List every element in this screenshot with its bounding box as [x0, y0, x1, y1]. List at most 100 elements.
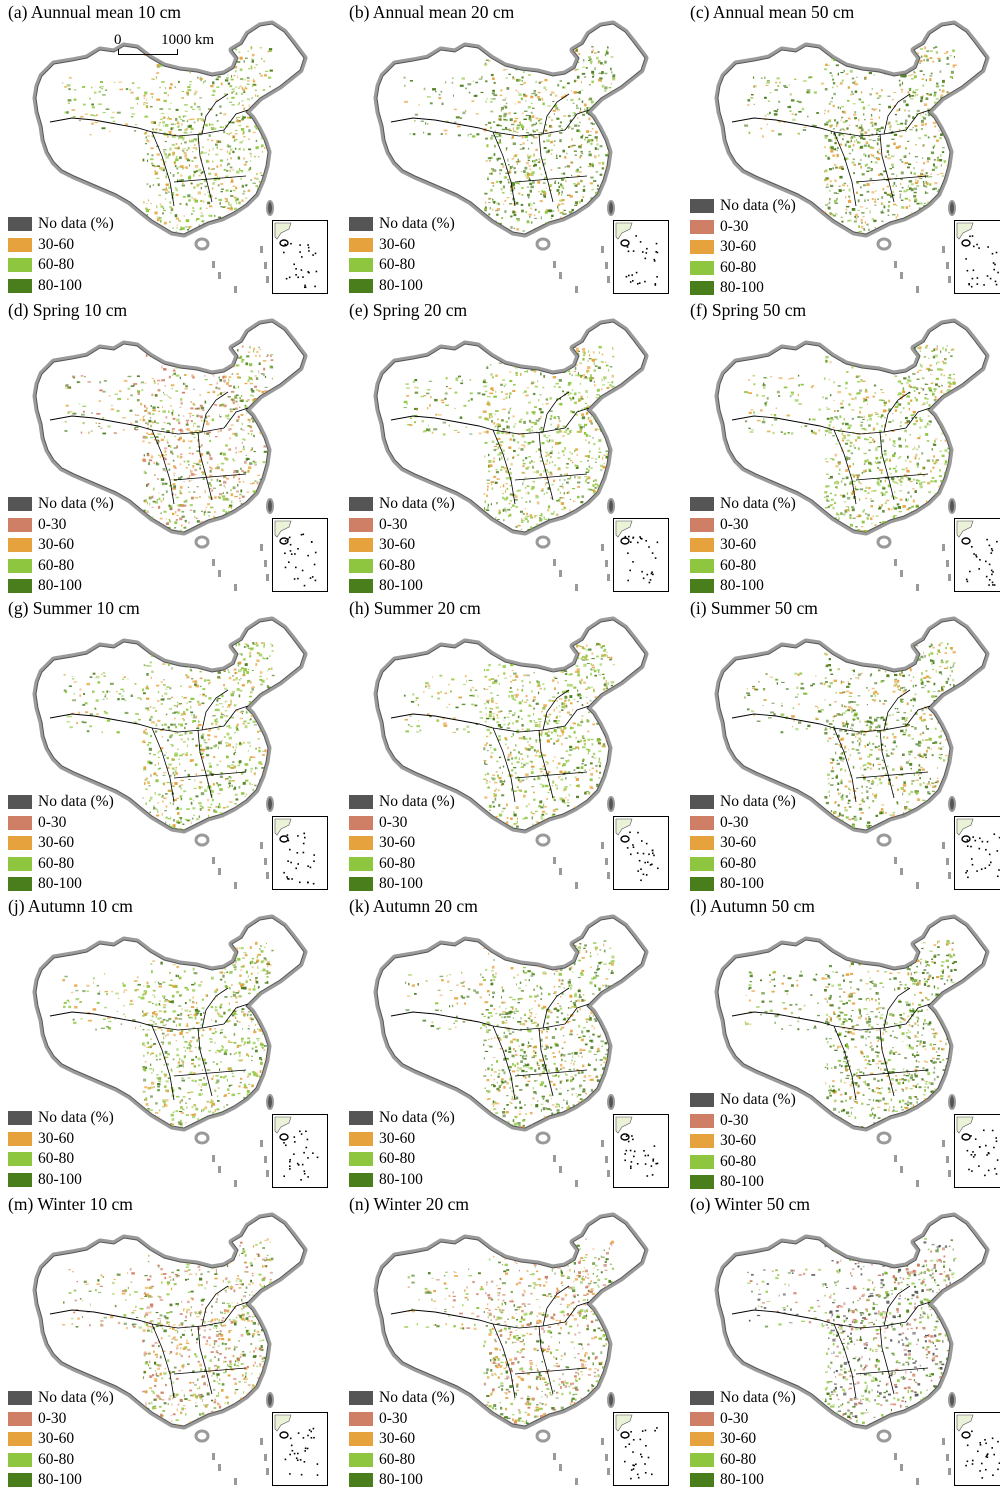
map-raster-cell: [250, 227, 254, 231]
map-raster-cell: [764, 115, 767, 117]
map-raster-cell: [575, 466, 579, 469]
map-raster-cell: [502, 99, 506, 101]
map-raster-cell: [598, 60, 601, 62]
map-raster-cell: [184, 157, 188, 160]
map-raster-cell: [468, 399, 470, 402]
map-raster-cell: [199, 78, 203, 80]
map-raster-cell: [558, 441, 561, 444]
map-raster-cell: [579, 428, 583, 431]
map-raster-cell: [192, 108, 195, 110]
map-raster-cell: [534, 515, 538, 517]
map-raster-cell: [603, 454, 606, 457]
map-raster-cell: [67, 386, 72, 389]
map-raster-cell: [557, 51, 560, 53]
map-raster-cell: [467, 134, 469, 137]
map-raster-cell: [203, 81, 205, 84]
map-raster-cell: [248, 104, 250, 108]
map-raster-cell: [499, 452, 502, 455]
map-raster-cell: [136, 414, 140, 416]
map-raster-cell: [525, 100, 527, 102]
map-raster-cell: [262, 508, 266, 512]
map-raster-cell: [920, 55, 923, 58]
map-raster-cell: [588, 134, 592, 136]
map-raster-cell: [247, 418, 251, 421]
map-raster-cell: [255, 355, 257, 357]
map-raster-cell: [950, 348, 953, 351]
map-raster-cell: [505, 511, 507, 513]
map-raster-cell: [907, 166, 910, 169]
map-raster-cell: [549, 185, 552, 188]
map-raster-cell: [217, 184, 220, 187]
map-raster-cell: [580, 501, 584, 504]
map-raster-cell: [608, 428, 611, 431]
map-raster-cell: [212, 168, 215, 170]
map-raster-cell: [845, 196, 847, 199]
legend-swatch: [349, 558, 373, 573]
map-raster-cell: [520, 97, 523, 101]
map-raster-cell: [941, 531, 945, 532]
map-raster-cell: [893, 133, 898, 136]
map-raster-cell: [943, 392, 946, 395]
map-raster-cell: [851, 90, 853, 93]
legend-swatch: [349, 237, 373, 252]
legend-label: 80-100: [38, 276, 82, 294]
map-raster-cell: [561, 173, 563, 175]
legend-swatch: [690, 219, 714, 234]
map-raster-cell: [921, 452, 924, 455]
map-raster-cell: [855, 216, 857, 218]
map-raster-cell: [550, 512, 555, 515]
map-raster-cell: [223, 236, 226, 239]
legend-item: 80-100: [690, 278, 796, 299]
map-raster-cell: [168, 468, 171, 471]
map-raster-cell: [235, 120, 239, 123]
map-raster-cell: [197, 118, 201, 120]
map-raster-cell: [239, 355, 243, 359]
map-raster-cell: [457, 125, 461, 128]
map-raster-cell: [91, 103, 94, 106]
map-raster-cell: [170, 83, 173, 86]
map-raster-cell: [604, 510, 608, 513]
map-raster-cell: [507, 508, 511, 511]
map-raster-cell: [240, 395, 243, 397]
map-raster-cell: [239, 68, 243, 72]
map-raster-cell: [230, 424, 234, 426]
map-raster-cell: [510, 193, 512, 195]
map-raster-cell: [501, 456, 503, 460]
map-raster-cell: [486, 527, 489, 529]
map-raster-cell: [536, 129, 539, 132]
map-raster-cell: [496, 180, 499, 183]
map-raster-cell: [593, 492, 597, 495]
map-raster-cell: [523, 348, 527, 350]
map-raster-cell: [243, 445, 245, 448]
map-raster-cell: [587, 488, 590, 491]
map-raster-cell: [527, 428, 532, 431]
map-raster-cell: [188, 118, 192, 121]
map-raster-cell: [844, 143, 847, 147]
map-raster-cell: [523, 478, 525, 482]
map-raster-cell: [497, 347, 501, 350]
map-raster-cell: [181, 120, 185, 122]
map-raster-cell: [839, 57, 842, 59]
map-raster-cell: [528, 74, 531, 76]
map-raster-cell: [159, 517, 163, 520]
map-raster-cell: [952, 159, 955, 162]
map-raster-cell: [175, 147, 178, 150]
map-raster-cell: [877, 135, 880, 137]
map-raster-cell: [533, 164, 535, 167]
map-raster-cell: [514, 154, 518, 157]
map-raster-cell: [184, 226, 188, 228]
map-raster-cell: [175, 519, 178, 521]
map-raster-cell: [943, 422, 945, 424]
map-raster-cell: [236, 119, 238, 122]
map-raster-cell: [841, 116, 844, 119]
map-raster-cell: [221, 483, 222, 486]
map-raster-cell: [412, 380, 416, 384]
map-raster-cell: [607, 103, 610, 106]
map-raster-cell: [534, 515, 536, 518]
map-raster-cell: [209, 384, 213, 386]
map-raster-cell: [847, 127, 849, 130]
legend-swatch: [690, 240, 714, 255]
map-raster-cell: [204, 66, 208, 68]
map-raster-cell: [485, 381, 488, 384]
map-raster-cell: [256, 350, 259, 354]
